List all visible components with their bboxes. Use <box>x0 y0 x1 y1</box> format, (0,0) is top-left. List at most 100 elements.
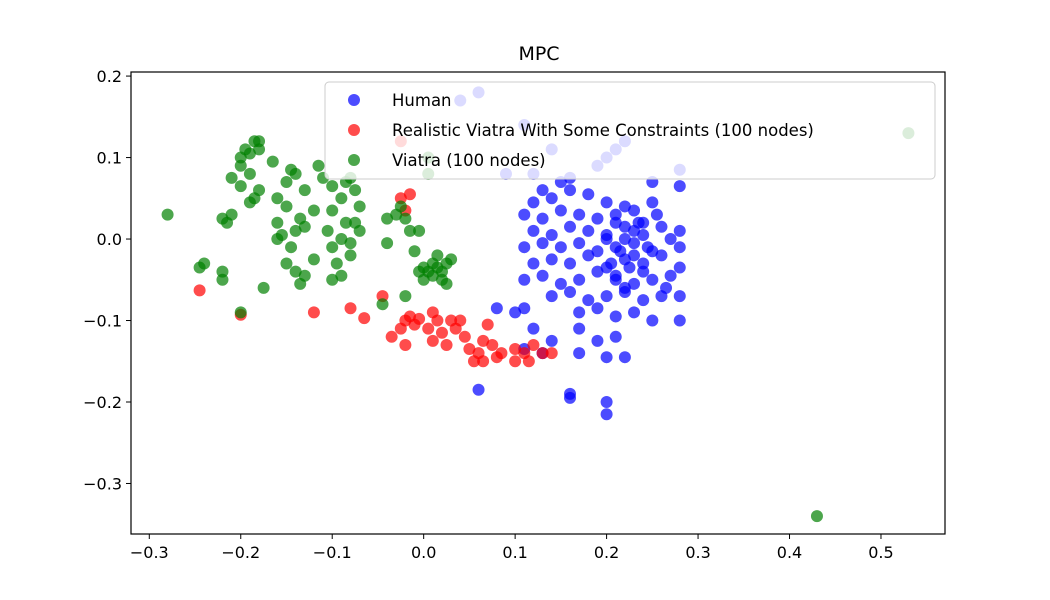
data-point <box>435 273 448 286</box>
data-point <box>545 347 558 360</box>
data-point <box>536 184 549 197</box>
data-point <box>582 294 595 307</box>
data-point <box>609 216 622 229</box>
data-point <box>641 241 654 254</box>
data-point <box>650 208 663 221</box>
data-point <box>655 249 668 262</box>
data-point <box>253 143 266 156</box>
data-point <box>509 306 522 319</box>
data-point <box>312 159 325 172</box>
data-point <box>243 167 256 180</box>
data-point <box>618 351 631 364</box>
data-point <box>545 228 558 241</box>
data-point <box>353 200 366 213</box>
data-point <box>536 237 549 250</box>
data-point <box>385 330 398 343</box>
data-point <box>623 261 636 274</box>
data-point <box>394 200 407 213</box>
x-tick-label: 0.0 <box>411 543 436 562</box>
data-point <box>628 277 641 290</box>
data-point <box>628 237 641 250</box>
data-point <box>440 338 453 351</box>
data-point <box>527 322 540 335</box>
data-point <box>573 306 586 319</box>
data-point <box>646 196 659 209</box>
y-tick-label: 0.1 <box>97 149 122 168</box>
data-point <box>463 343 476 356</box>
data-point <box>591 265 604 278</box>
data-point <box>600 233 613 246</box>
data-point <box>605 257 618 270</box>
data-point <box>673 261 686 274</box>
data-point <box>632 216 645 229</box>
data-point <box>646 314 659 327</box>
data-point <box>536 212 549 225</box>
data-point <box>664 269 677 282</box>
data-point <box>399 338 412 351</box>
series-3 <box>161 127 915 523</box>
legend-marker <box>348 94 360 106</box>
data-point <box>545 253 558 266</box>
data-point <box>435 326 448 339</box>
data-point <box>431 261 444 274</box>
data-point <box>573 237 586 250</box>
data-point <box>307 306 320 319</box>
legend-marker <box>348 154 360 166</box>
data-point <box>275 228 288 241</box>
data-point <box>573 322 586 335</box>
data-point <box>193 261 206 274</box>
data-point <box>582 188 595 201</box>
data-point <box>673 314 686 327</box>
data-point <box>609 330 622 343</box>
data-point <box>193 284 206 297</box>
x-tick-label: −0.1 <box>313 543 352 562</box>
chart-title: MPC <box>518 43 559 65</box>
x-tick-label: 0.5 <box>868 543 893 562</box>
data-point <box>161 208 174 221</box>
y-tick-label: −0.3 <box>83 474 122 493</box>
data-point <box>344 237 357 250</box>
data-point <box>413 265 426 278</box>
data-point <box>564 286 577 298</box>
data-point <box>600 290 613 303</box>
data-point <box>403 188 416 201</box>
data-point <box>326 241 339 254</box>
data-point <box>298 220 311 233</box>
data-point <box>545 290 558 303</box>
data-point <box>266 155 279 168</box>
data-point <box>573 208 586 221</box>
data-point <box>600 196 613 209</box>
data-point <box>591 302 604 315</box>
data-point <box>554 277 567 290</box>
data-point <box>600 351 613 364</box>
data-point <box>426 334 439 347</box>
x-tick-label: 0.1 <box>502 543 527 562</box>
data-point <box>339 216 352 229</box>
x-tick-label: 0.3 <box>685 543 710 562</box>
y-tick-label: 0.2 <box>97 67 122 86</box>
data-point <box>637 294 650 307</box>
data-point <box>399 212 412 225</box>
data-point <box>289 265 302 278</box>
data-point <box>646 273 659 286</box>
data-point <box>243 147 256 160</box>
y-tick-label: −0.1 <box>83 312 122 331</box>
data-point <box>536 347 549 360</box>
data-point <box>472 383 485 396</box>
data-point <box>307 253 320 266</box>
data-point <box>413 312 426 325</box>
data-point <box>330 257 343 270</box>
data-point <box>454 314 467 327</box>
data-point <box>810 510 823 523</box>
data-point <box>591 212 604 225</box>
data-point <box>618 200 631 213</box>
x-axis-ticks: −0.3 −0.2 −0.1 0.0 0.1 0.2 0.3 0.4 0.5 <box>130 534 894 562</box>
data-point <box>628 204 641 217</box>
data-point <box>477 355 490 368</box>
data-point <box>591 245 604 258</box>
data-point <box>422 322 435 335</box>
data-point <box>591 334 604 347</box>
data-point <box>637 265 650 278</box>
